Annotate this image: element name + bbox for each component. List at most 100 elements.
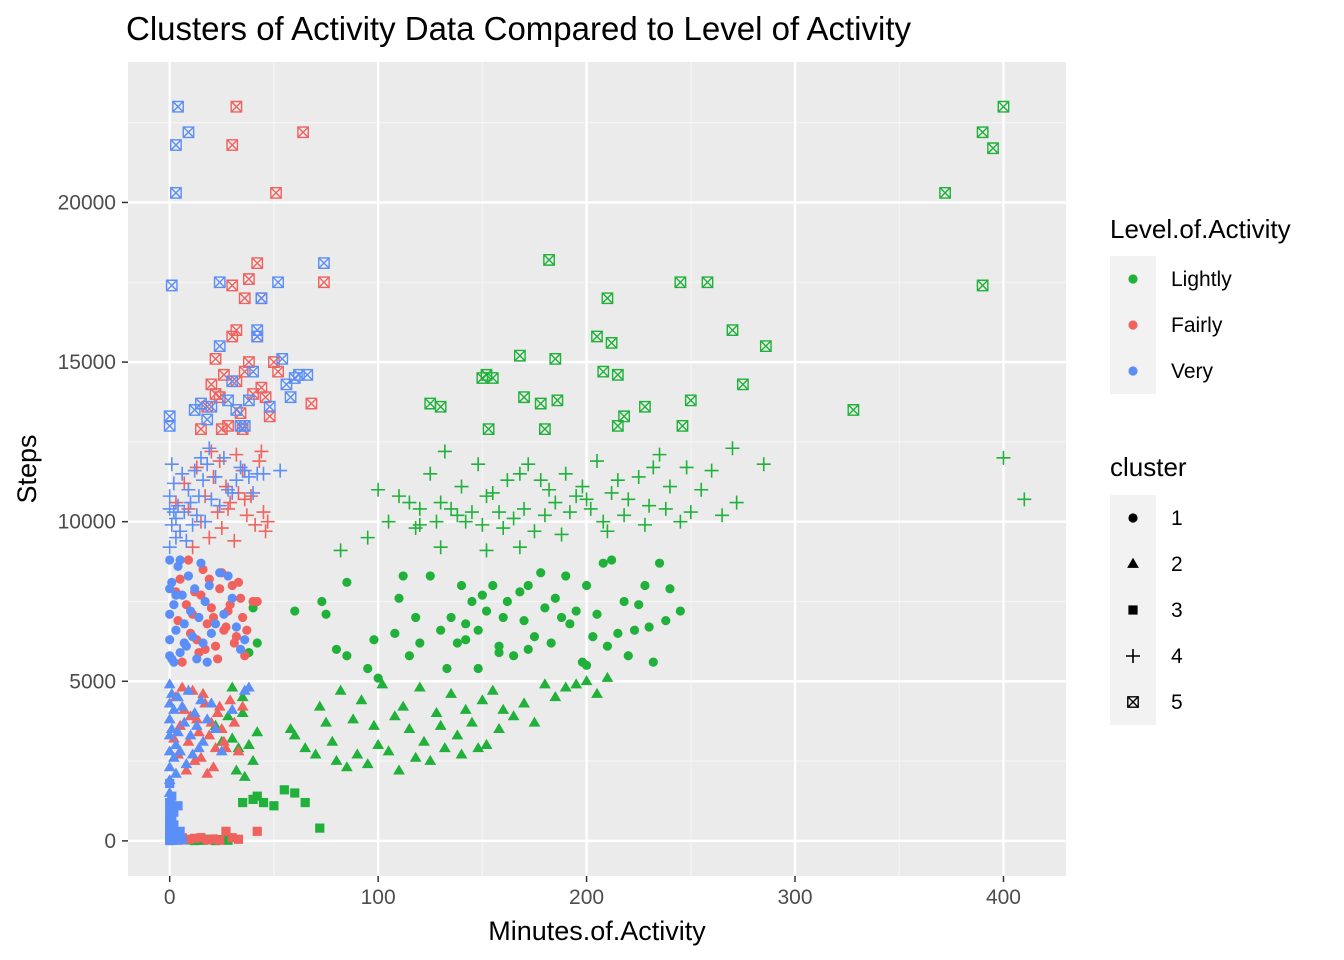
data-point	[210, 641, 221, 651]
data-point	[424, 754, 437, 765]
data-point	[221, 622, 231, 632]
data-point	[590, 454, 604, 469]
data-point	[212, 498, 227, 513]
data-point	[610, 473, 625, 488]
data-point	[263, 410, 276, 423]
data-point	[164, 457, 179, 472]
data-point	[233, 834, 244, 844]
data-point	[236, 691, 249, 702]
data-point	[342, 651, 352, 661]
legend-key-cluster-1	[1128, 513, 1138, 523]
data-point	[246, 485, 261, 500]
data-point	[676, 420, 689, 432]
data-point	[215, 568, 225, 578]
data-point	[233, 577, 244, 587]
data-point	[208, 469, 223, 484]
data-point	[381, 514, 396, 529]
data-point	[202, 835, 212, 845]
data-point	[205, 378, 218, 391]
data-point	[446, 612, 456, 623]
x-tick-label: 200	[569, 886, 604, 909]
data-point	[600, 524, 615, 539]
data-point	[255, 381, 268, 394]
data-point	[701, 276, 714, 289]
data-point	[976, 126, 989, 139]
data-point	[583, 501, 598, 516]
data-point	[165, 279, 178, 292]
data-point	[527, 524, 542, 539]
data-point	[551, 394, 564, 407]
data-point	[1017, 492, 1032, 507]
data-point	[251, 330, 264, 343]
data-point	[579, 492, 594, 507]
legend-cluster: cluster 1 2 3 4 5	[1110, 452, 1187, 725]
data-point	[467, 596, 477, 607]
data-point	[215, 423, 228, 435]
data-point	[756, 457, 771, 472]
data-point	[217, 735, 230, 746]
data-point	[163, 745, 176, 756]
data-point	[472, 742, 485, 753]
data-point	[592, 609, 602, 619]
data-point	[252, 826, 262, 836]
data-point	[229, 473, 244, 488]
data-point	[226, 703, 239, 714]
data-point	[639, 400, 651, 413]
data-point	[464, 505, 479, 520]
data-point	[570, 678, 583, 689]
data-point	[226, 139, 239, 151]
data-point	[195, 694, 207, 705]
data-point	[200, 457, 215, 472]
legend-key-cluster-2	[1127, 557, 1139, 568]
data-point	[175, 574, 185, 584]
data-point	[192, 742, 205, 753]
data-point	[196, 473, 211, 488]
data-point	[198, 514, 213, 529]
data-point	[498, 612, 508, 623]
data-point	[976, 279, 989, 292]
data-point	[418, 735, 430, 746]
y-tick-label: 20000	[58, 191, 116, 214]
data-point	[248, 517, 263, 532]
data-point	[177, 835, 187, 845]
data-point	[166, 476, 181, 491]
data-point	[606, 555, 617, 565]
data-point	[301, 368, 314, 381]
data-point	[247, 754, 259, 765]
data-point	[391, 489, 406, 504]
data-point	[997, 100, 1010, 113]
data-point	[397, 700, 410, 711]
data-point	[185, 540, 200, 555]
data-point	[284, 722, 297, 734]
data-point	[644, 622, 654, 632]
x-tick-label: 0	[164, 886, 176, 909]
legend-label-cluster-1: 1	[1171, 507, 1183, 530]
data-point	[170, 738, 182, 749]
data-point	[305, 397, 318, 410]
data-point	[479, 543, 494, 558]
data-point	[226, 375, 239, 388]
data-point	[180, 758, 193, 769]
data-point	[413, 681, 426, 692]
data-point	[251, 257, 264, 270]
data-point	[181, 482, 196, 497]
data-point	[238, 770, 251, 781]
data-point	[182, 684, 195, 695]
data-point	[201, 713, 214, 724]
data-point	[227, 533, 242, 548]
data-point	[182, 126, 195, 139]
data-point	[256, 505, 271, 520]
data-point	[725, 441, 740, 456]
data-point	[183, 571, 194, 581]
data-point	[494, 641, 504, 651]
series-lightly-cluster-1	[244, 555, 685, 683]
data-point	[518, 391, 530, 404]
data-point	[473, 663, 483, 674]
data-point	[617, 508, 632, 523]
data-point	[376, 678, 389, 689]
legend-label-very: Very	[1171, 360, 1214, 383]
data-point	[540, 603, 550, 613]
data-point	[506, 511, 521, 526]
legend-label-lightly: Lightly	[1171, 268, 1232, 291]
data-point	[461, 635, 471, 645]
